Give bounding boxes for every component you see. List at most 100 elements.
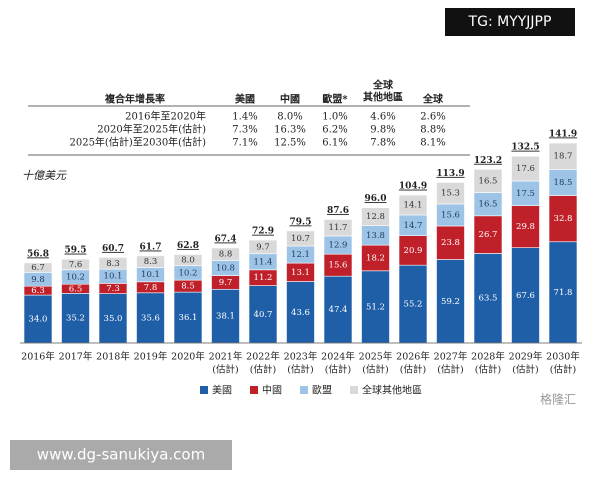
table-header: 全球 bbox=[372, 79, 394, 92]
table-cell: 2025年(估計)至2030年(估計) bbox=[69, 136, 206, 149]
bar-segment bbox=[548, 169, 578, 196]
x-tick-label: 2027年 bbox=[434, 351, 468, 363]
value-label: 63.5 bbox=[479, 294, 498, 304]
total-label: 87.6 bbox=[327, 206, 349, 216]
bar-segment bbox=[211, 247, 240, 261]
value-label: 17.6 bbox=[516, 164, 535, 174]
x-tick-label: (估計) bbox=[212, 364, 238, 376]
value-label: 67.6 bbox=[516, 291, 535, 301]
x-tick-label: (估計) bbox=[287, 364, 313, 376]
legend-swatch bbox=[300, 386, 308, 394]
value-label: 14.7 bbox=[404, 221, 423, 231]
value-label: 12.1 bbox=[291, 250, 310, 260]
value-label: 10.1 bbox=[141, 270, 160, 280]
x-tick-label: 2018年 bbox=[96, 351, 130, 363]
value-label: 12.8 bbox=[366, 212, 385, 222]
value-label: 10.7 bbox=[291, 234, 310, 244]
watermark-top: TG: MYYJJPP bbox=[468, 14, 552, 30]
bar-segment bbox=[398, 235, 428, 266]
table-header: 複合年增長率 bbox=[104, 93, 165, 106]
total-label: 132.5 bbox=[511, 143, 539, 153]
value-label: 18.5 bbox=[554, 178, 573, 188]
total-label: 123.2 bbox=[474, 156, 502, 166]
x-tick-label: 2017年 bbox=[59, 351, 93, 363]
x-tick-label: 2021年 bbox=[209, 351, 243, 363]
total-label: 62.8 bbox=[177, 241, 199, 251]
value-label: 8.3 bbox=[106, 259, 120, 269]
value-label: 8.8 bbox=[219, 250, 233, 260]
bar-segment bbox=[436, 182, 465, 205]
value-label: 9.7 bbox=[256, 242, 270, 252]
value-label: 11.7 bbox=[329, 223, 348, 233]
value-label: 6.3 bbox=[31, 286, 45, 296]
legend-swatch bbox=[250, 386, 258, 394]
bar-segment bbox=[23, 294, 53, 344]
value-label: 10.1 bbox=[104, 272, 123, 282]
value-label: 6.7 bbox=[31, 263, 45, 273]
value-label: 11.4 bbox=[254, 257, 273, 267]
table-cell: 1.0% bbox=[322, 112, 347, 123]
x-tick-label: 2030年 bbox=[546, 351, 580, 363]
table-cell: 7.3% bbox=[232, 125, 257, 136]
value-label: 15.3 bbox=[441, 189, 460, 199]
table-cell: 2.6% bbox=[420, 112, 445, 123]
value-label: 26.7 bbox=[479, 230, 498, 240]
bar-segment bbox=[323, 275, 353, 344]
bar-segment bbox=[248, 239, 278, 255]
table-header: 全球 bbox=[422, 93, 444, 106]
table-cell: 1.4% bbox=[232, 112, 257, 123]
value-label: 8.0 bbox=[181, 256, 195, 266]
value-label: 13.1 bbox=[291, 268, 310, 278]
value-label: 43.6 bbox=[291, 308, 310, 318]
bar-segment bbox=[548, 241, 578, 344]
value-label: 38.1 bbox=[216, 312, 235, 322]
legend-label: 全球其他地區 bbox=[362, 384, 422, 397]
bar-segment bbox=[436, 225, 465, 260]
legend-label: 美國 bbox=[212, 384, 232, 397]
x-tick-label: (估計) bbox=[437, 364, 463, 376]
table-cell: 2016年至2020年 bbox=[125, 110, 206, 123]
table-cell: 4.6% bbox=[370, 112, 395, 123]
table-header: 中國 bbox=[280, 93, 300, 106]
value-label: 40.7 bbox=[254, 310, 273, 320]
x-tick-label: 2029年 bbox=[509, 351, 543, 363]
table-cell: 9.8% bbox=[370, 125, 395, 136]
bar-segment bbox=[361, 207, 390, 226]
value-label: 10.2 bbox=[66, 273, 85, 283]
value-label: 10.8 bbox=[216, 263, 235, 273]
watermark-logo: 格隆汇 bbox=[540, 392, 576, 407]
bar-segment bbox=[361, 244, 390, 272]
table-header: 其他地區 bbox=[363, 91, 403, 104]
x-tick-label: 2016年 bbox=[21, 351, 55, 363]
table-cell: 8.8% bbox=[420, 125, 445, 136]
x-tick-label: 2025年 bbox=[359, 351, 393, 363]
value-label: 35.2 bbox=[66, 314, 85, 324]
bar-segment bbox=[211, 288, 240, 344]
value-label: 7.3 bbox=[106, 284, 120, 294]
x-tick-label: 2028年 bbox=[471, 351, 505, 363]
table-cell: 6.1% bbox=[322, 138, 347, 149]
bar-segment bbox=[323, 219, 353, 237]
total-label: 79.5 bbox=[290, 217, 312, 227]
value-label: 9.7 bbox=[219, 278, 233, 288]
bar-segment bbox=[248, 285, 278, 344]
total-label: 67.4 bbox=[215, 234, 237, 244]
value-label: 34.0 bbox=[29, 315, 48, 325]
table-cell: 12.5% bbox=[274, 138, 306, 149]
bar-segment bbox=[398, 194, 428, 216]
bar-segment bbox=[136, 255, 165, 268]
value-label: 7.6 bbox=[69, 260, 83, 270]
table-cell: 2020年至2025年(估計) bbox=[97, 123, 206, 136]
bar-segment bbox=[23, 262, 53, 273]
legend-swatch bbox=[200, 386, 208, 394]
total-label: 141.9 bbox=[549, 129, 577, 139]
value-label: 16.5 bbox=[479, 176, 498, 186]
total-label: 60.7 bbox=[102, 244, 124, 254]
x-tick-label: (估計) bbox=[250, 364, 276, 376]
x-tick-label: 2024年 bbox=[321, 351, 355, 363]
value-label: 17.5 bbox=[516, 189, 535, 199]
value-label: 11.2 bbox=[254, 273, 273, 283]
value-label: 8.3 bbox=[144, 257, 158, 267]
value-label: 10.2 bbox=[179, 268, 198, 278]
